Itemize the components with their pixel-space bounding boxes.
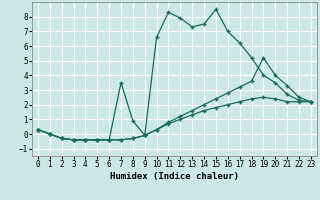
X-axis label: Humidex (Indice chaleur): Humidex (Indice chaleur): [110, 172, 239, 181]
